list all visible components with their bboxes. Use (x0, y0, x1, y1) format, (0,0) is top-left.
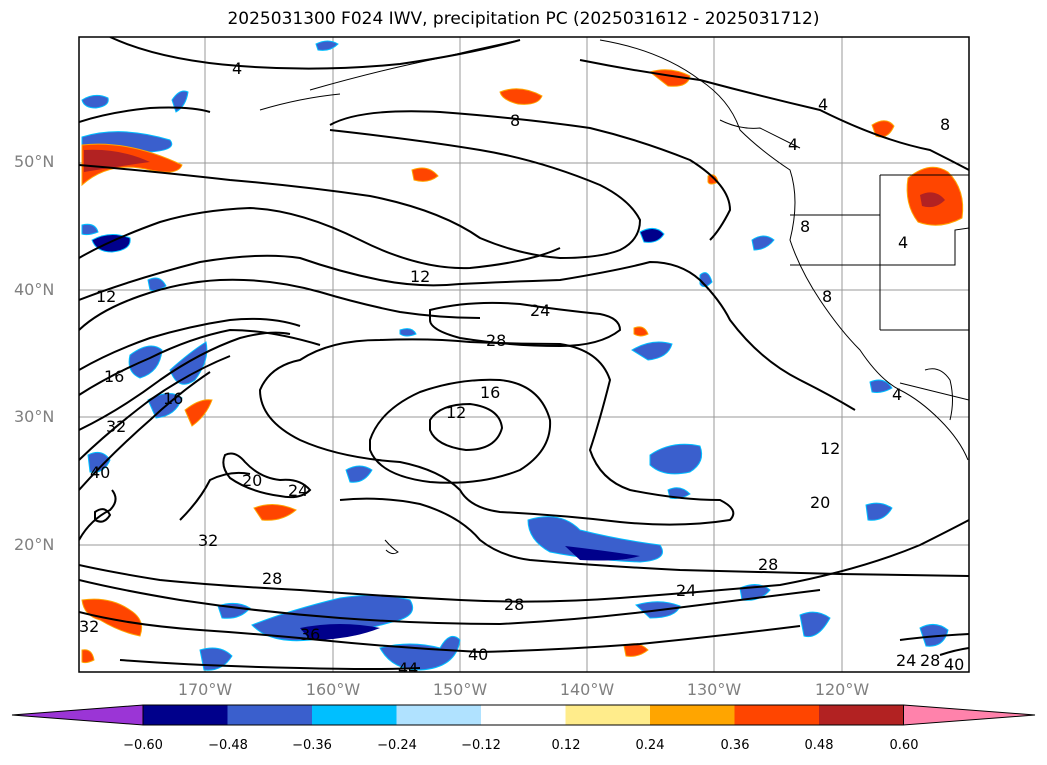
colorbar-tick: 0.12 (551, 738, 581, 753)
lat-label: 50°N (14, 152, 55, 171)
colorbar-segment (565, 705, 650, 725)
iwv-contours (79, 37, 969, 670)
contour-label: 8 (940, 115, 950, 134)
contour-label: 16 (104, 367, 124, 386)
contour-label: 12 (96, 287, 116, 306)
gridlines (79, 37, 969, 672)
contour-label: 40 (468, 645, 488, 664)
lon-label: 140°W (559, 680, 615, 699)
contour-label: 8 (510, 111, 520, 130)
lon-label: 170°W (177, 680, 233, 699)
lon-label: 130°W (686, 680, 742, 699)
colorbar-tick: 0.60 (889, 738, 919, 753)
contour-label: 20 (810, 493, 830, 512)
contour-label: 4 (232, 59, 242, 78)
contour-label: 28 (486, 331, 506, 350)
lat-label: 40°N (14, 280, 55, 299)
colorbar-segment (734, 705, 819, 725)
lon-label: 120°W (814, 680, 870, 699)
colorbar-tick: −0.60 (123, 738, 163, 753)
contour-label: 32 (106, 417, 126, 436)
lat-label: 30°N (14, 407, 55, 426)
contour-label: 20 (242, 471, 262, 490)
contour-label: 16 (163, 389, 183, 408)
contour-label: 28 (758, 555, 778, 574)
coastlines (259, 39, 969, 555)
colorbar-segment (312, 705, 397, 725)
contour-label: 28 (920, 651, 940, 670)
contour-label: 16 (480, 383, 500, 402)
contour-label: 44 (398, 659, 418, 678)
colorbar-tick: −0.24 (377, 738, 417, 753)
colorbar-tick: 0.36 (720, 738, 750, 753)
contour-label: 4 (898, 233, 908, 252)
contour-label: 12 (820, 439, 840, 458)
colorbar-segment (650, 705, 735, 725)
contour-label: 12 (446, 403, 466, 422)
colorbar-tick: −0.48 (208, 738, 248, 753)
colorbar-segment (481, 705, 566, 725)
figure-title: 2025031300 F024 IWV, precipitation PC (2… (227, 9, 820, 29)
contour-label: 28 (262, 569, 282, 588)
map-plot: 4 8 4 4 8 4 8 12 12 24 28 16 12 16 16 32… (78, 36, 970, 678)
lon-label: 160°W (305, 680, 361, 699)
colorbar-tick: 0.24 (635, 738, 665, 753)
contour-label: 36 (300, 625, 320, 644)
contour-label: 24 (530, 301, 550, 320)
contour-label: 24 (896, 651, 916, 670)
contour-label: 40 (944, 655, 964, 674)
map-background (79, 37, 969, 672)
contour-label: 24 (288, 481, 308, 500)
contour-label: 4 (818, 95, 828, 114)
contour-label: 8 (800, 217, 810, 236)
colorbar-tick: −0.36 (292, 738, 332, 753)
contour-label: 12 (410, 267, 430, 286)
contour-label: 4 (892, 385, 902, 404)
map-frame (78, 36, 970, 673)
colorbar-extend-max (903, 704, 1036, 726)
colorbar-segment (227, 705, 312, 725)
contour-label: 32 (198, 531, 218, 550)
colorbar-outline (142, 704, 904, 726)
colorbar-segment (819, 705, 904, 725)
colorbar-tick: 0.48 (804, 738, 834, 753)
lat-label: 20°N (14, 535, 55, 554)
contour-label: 4 (788, 135, 798, 154)
colorbar (11, 704, 1036, 726)
lon-label: 150°W (432, 680, 488, 699)
contour-label: 24 (676, 581, 696, 600)
contour-label: 8 (822, 287, 832, 306)
colorbar-segment (143, 705, 228, 725)
contour-labels: 4 8 4 4 8 4 8 12 12 24 28 16 12 16 16 32… (79, 59, 964, 678)
contour-label: 40 (90, 463, 110, 482)
colorbar-segment (396, 705, 481, 725)
contour-label: 32 (79, 617, 99, 636)
colorbar-extend-min (11, 704, 144, 726)
colorbar-tick: −0.12 (461, 738, 501, 753)
contour-label: 28 (504, 595, 524, 614)
